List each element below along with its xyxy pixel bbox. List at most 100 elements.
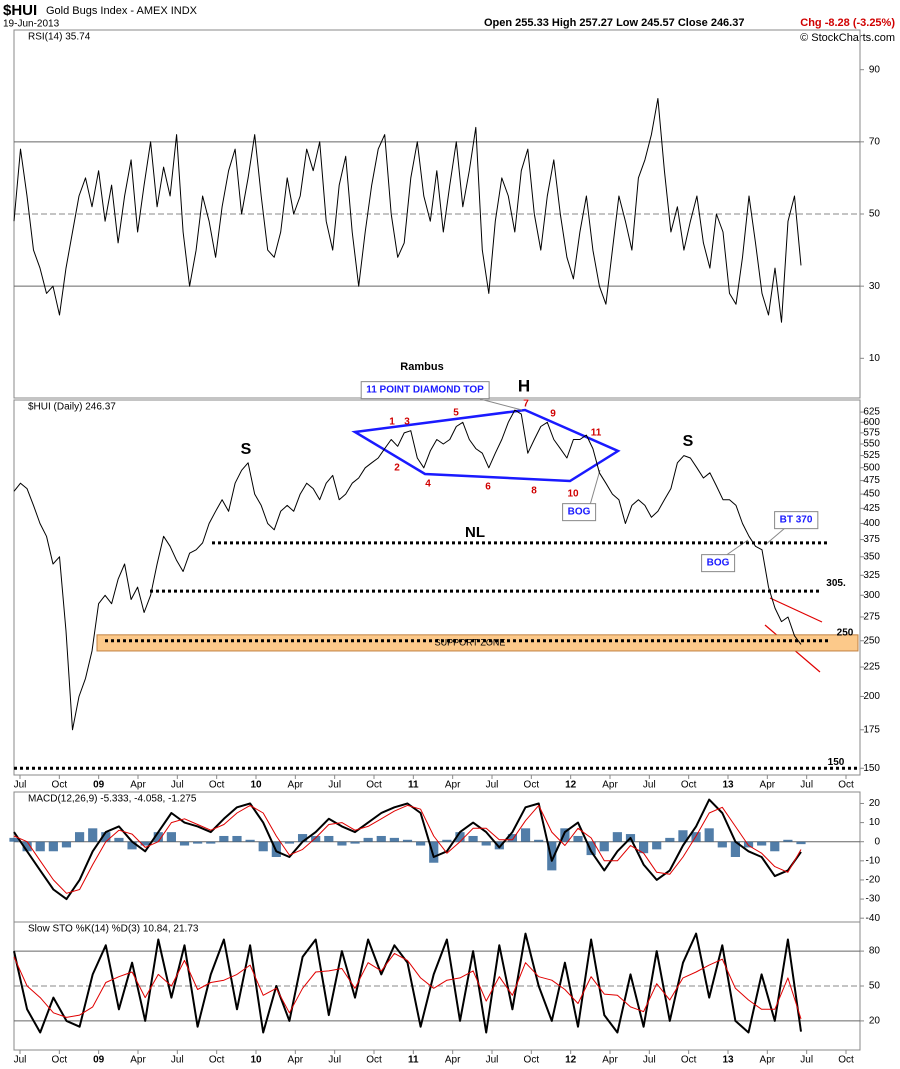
annotation: 5 [453, 408, 459, 419]
x-tick-label: 13 [722, 780, 734, 791]
x-tick-label: 10 [250, 1055, 262, 1066]
y-tick-label: 550 [863, 439, 880, 450]
x-tick-label: Apr [130, 1055, 146, 1066]
y-tick-label: 200 [863, 691, 880, 702]
panel-title: $HUI (Daily) 246.37 [28, 402, 116, 413]
histogram-bar [796, 841, 806, 845]
histogram-bar [245, 839, 255, 842]
y-tick-label: 10 [869, 353, 881, 364]
histogram-bar [429, 841, 439, 863]
annotation: 7 [523, 399, 529, 410]
histogram-bar [61, 841, 72, 848]
x-tick-label: 09 [93, 1055, 105, 1066]
y-tick-label: 275 [863, 612, 880, 623]
histogram-bar [560, 828, 570, 842]
index-name: Gold Bugs Index - AMEX INDX [46, 5, 198, 17]
y-tick-label: 175 [863, 724, 880, 735]
y-tick-label: -30 [866, 894, 881, 905]
y-tick-label: 600 [863, 417, 880, 428]
x-tick-label: Oct [52, 780, 68, 791]
histogram-bar [534, 839, 544, 842]
x-tick-label: Apr [130, 780, 146, 791]
annotation: S [241, 441, 252, 458]
y-tick-label: 625 [863, 407, 880, 418]
histogram-bar [324, 835, 334, 842]
x-tick-label: Apr [602, 1055, 618, 1066]
level-label: 305. [826, 578, 846, 589]
x-tick-label: Jul [14, 780, 27, 791]
x-tick-label: Jul [486, 780, 499, 791]
support-zone-label: SUPPORT ZONE [435, 637, 506, 647]
x-tick-label: Apr [445, 780, 461, 791]
histogram-bar [101, 832, 111, 842]
histogram-bar [350, 841, 360, 844]
histogram-bar [468, 835, 478, 842]
histogram-bar [416, 841, 426, 846]
histogram-bar [573, 835, 583, 842]
histogram-bar [48, 841, 58, 852]
y-tick-label: 225 [863, 662, 880, 673]
histogram-bar [481, 841, 491, 846]
histogram-bar [140, 841, 150, 846]
x-tick-label: Oct [681, 780, 697, 791]
histogram-bar [652, 841, 662, 850]
x-tick-label: Jul [14, 1055, 27, 1066]
annotation: BOG [707, 558, 730, 569]
level-label: 150 [828, 757, 845, 768]
y-tick-label: 500 [863, 462, 880, 473]
histogram-bar [363, 837, 373, 842]
histogram-bar [678, 830, 688, 842]
x-tick-label: 12 [565, 780, 577, 791]
histogram-bar [783, 839, 793, 842]
callout [479, 398, 523, 411]
annotation: 9 [550, 409, 556, 420]
x-tick-label: Jul [486, 1055, 499, 1066]
histogram-bar [179, 841, 190, 846]
x-tick-label: Jul [328, 1055, 341, 1066]
x-tick-label: Apr [288, 780, 304, 791]
level-label: 250 [837, 627, 854, 638]
y-tick-label: 20 [869, 1016, 881, 1027]
histogram-bar [639, 841, 649, 854]
annotation: 3 [404, 417, 410, 428]
histogram-bar [599, 841, 609, 852]
x-tick-label: Apr [760, 1055, 776, 1066]
series-line [13, 952, 802, 1020]
histogram-bar [494, 841, 504, 850]
annotation-box [360, 381, 490, 400]
x-tick-label: Jul [643, 780, 656, 791]
x-tick-label: Jul [171, 780, 184, 791]
histogram-bar [612, 832, 622, 842]
histogram-bar [717, 841, 727, 848]
x-tick-label: Jul [800, 1055, 813, 1066]
x-tick-label: Oct [209, 780, 225, 791]
trendline [769, 597, 823, 623]
histogram-bar [219, 835, 229, 842]
annotation: 10 [567, 489, 579, 500]
x-tick-label: 11 [408, 1055, 419, 1066]
x-tick-label: Oct [52, 1055, 68, 1066]
date: 19-Jun-2013 [3, 19, 60, 30]
histogram-bar [232, 835, 242, 842]
x-tick-label: 11 [408, 780, 419, 791]
y-tick-label: 325 [863, 570, 880, 581]
annotation: 8 [531, 486, 537, 497]
y-tick-label: 10 [869, 817, 881, 828]
y-tick-label: 20 [869, 798, 881, 809]
y-tick-label: 150 [863, 763, 880, 774]
x-tick-label: Jul [800, 780, 813, 791]
y-tick-label: 375 [863, 534, 880, 545]
y-tick-label: 475 [863, 475, 880, 486]
series-line [13, 798, 802, 901]
x-tick-label: Oct [838, 1055, 854, 1066]
x-tick-label: Apr [445, 1055, 461, 1066]
histogram-bar [114, 837, 124, 842]
x-tick-label: Apr [602, 780, 618, 791]
annotation: 1 [389, 417, 395, 428]
histogram-bar [442, 839, 452, 842]
y-tick-label: 0 [874, 836, 880, 847]
histogram-bar [743, 841, 754, 848]
histogram-bar [284, 841, 295, 844]
change: Chg -8.28 (-3.25%) [800, 17, 895, 29]
histogram-bar [193, 841, 203, 844]
